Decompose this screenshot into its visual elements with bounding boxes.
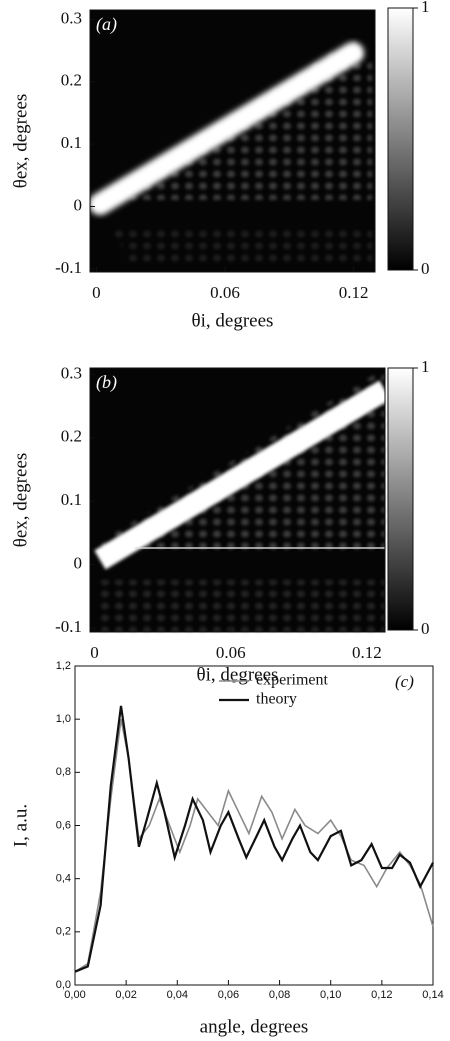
plot-frame [89,367,386,633]
y-tick-label: 1,2 [56,660,71,672]
x-axis-label: θi, degrees [192,310,274,331]
panel-label: (c) [395,672,414,691]
colorbar [387,7,414,271]
x-tick-label: 0.12 [339,283,369,302]
x-tick-label: 0,02 [115,989,136,1001]
y-tick-label: -0.1 [55,258,82,277]
colorbar [387,367,414,631]
x-tick-label: 0,08 [269,989,290,1001]
y-axis-label: θex, degrees [10,94,31,189]
y-tick-label: 0,0 [56,979,71,991]
x-tick-label: 0,04 [167,989,188,1001]
x-axis-label: θi, degrees [197,664,279,685]
x-axis-label: angle, degrees [200,1016,309,1037]
y-tick-label: -0.1 [55,617,82,636]
colorbar-tick-label: 1 [421,357,430,376]
x-tick-label: 0,10 [320,989,341,1001]
panel-label: (b) [96,372,117,393]
y-tick-label: 0,4 [56,873,71,885]
x-tick-label: 0,00 [64,989,85,1001]
y-tick-label: 0.1 [61,133,82,152]
y-tick-label: 0.1 [61,490,82,509]
legend-label: theory [256,691,297,708]
y-tick-label: 1,0 [56,713,71,725]
x-tick-label: 0,06 [218,989,239,1001]
y-tick-label: 0.3 [61,8,82,27]
y-tick-label: 0,6 [56,819,71,831]
colorbar-tick-label: 0 [421,259,430,278]
heatmap-image [89,368,396,632]
x-tick-label: 0.06 [216,643,246,662]
y-tick-label: 0.3 [61,363,82,382]
panel-label: (a) [96,14,117,35]
y-axis-label: θex, degrees [10,453,31,548]
y-tick-label: 0,2 [56,926,71,938]
y-tick-label: 0,8 [56,766,71,778]
plot-frame [74,665,434,986]
colorbar-tick-label: 0 [421,619,430,638]
legend-marker [232,679,236,683]
y-tick-label: 0.2 [61,427,82,446]
x-tick-label: 0,12 [371,989,392,1001]
plot-frame [89,9,376,273]
y-tick-label: 0 [74,554,83,573]
x-tick-label: 0,14 [422,989,443,1001]
series-line [74,705,434,973]
x-tick-label: 0.12 [352,643,382,662]
y-tick-label: 0 [74,195,83,214]
x-tick-label: 0 [92,283,101,302]
heatmap-image [84,10,381,272]
colorbar-tick-label: 1 [421,0,430,16]
x-tick-label: 0 [90,643,99,662]
legend-label: experiment [256,672,329,689]
x-tick-label: 0.06 [210,283,240,302]
y-axis-label: I, a.u. [10,804,31,847]
y-tick-label: 0.2 [61,71,82,90]
